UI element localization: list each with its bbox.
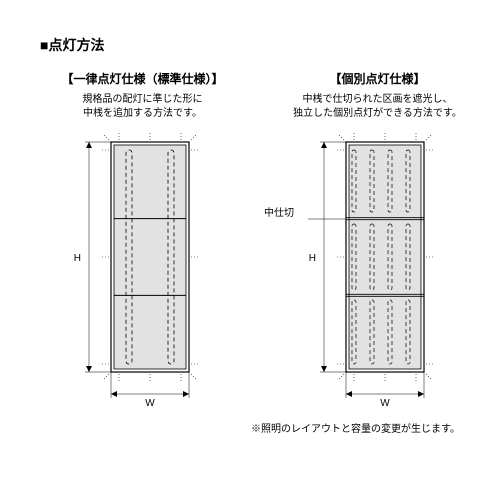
right-desc-l2: 独立した個別点灯ができる方法です。 bbox=[293, 108, 462, 119]
left-subtitle: 【一律点灯仕様（標準仕様）】 bbox=[40, 70, 245, 87]
right-subtitle: 【個別点灯仕様】 bbox=[275, 70, 480, 87]
svg-text:W: W bbox=[380, 398, 390, 409]
svg-text:W: W bbox=[145, 398, 155, 409]
svg-text:中仕切: 中仕切 bbox=[264, 206, 294, 219]
right-desc: 中桟で仕切られた区画を遮光し、 独立した個別点灯ができる方法です。 bbox=[275, 93, 480, 120]
left-desc: 規格品の配灯に準じた形に 中桟を追加する方法です。 bbox=[40, 93, 245, 120]
right-diagram: 中仕切HW bbox=[298, 132, 458, 412]
right-column: 【個別点灯仕様】 中桟で仕切られた区画を遮光し、 独立した個別点灯ができる方法で… bbox=[275, 70, 480, 412]
footnote: ※照明のレイアウトと容量の変更が生じます。 bbox=[40, 420, 480, 435]
right-svg: 中仕切HW bbox=[298, 132, 458, 412]
left-svg: HW bbox=[63, 132, 223, 412]
svg-text:H: H bbox=[308, 253, 315, 264]
page-title: ■点灯方法 bbox=[40, 35, 480, 55]
left-column: 【一律点灯仕様（標準仕様）】 規格品の配灯に準じた形に 中桟を追加する方法です。… bbox=[40, 70, 245, 412]
left-desc-l2: 中桟を追加する方法です。 bbox=[83, 108, 202, 119]
right-desc-l1: 中桟で仕切られた区画を遮光し、 bbox=[303, 94, 453, 105]
columns: 【一律点灯仕様（標準仕様）】 規格品の配灯に準じた形に 中桟を追加する方法です。… bbox=[40, 70, 480, 412]
left-desc-l1: 規格品の配灯に準じた形に bbox=[83, 94, 203, 105]
svg-text:H: H bbox=[73, 253, 80, 264]
left-diagram: HW bbox=[63, 132, 223, 412]
